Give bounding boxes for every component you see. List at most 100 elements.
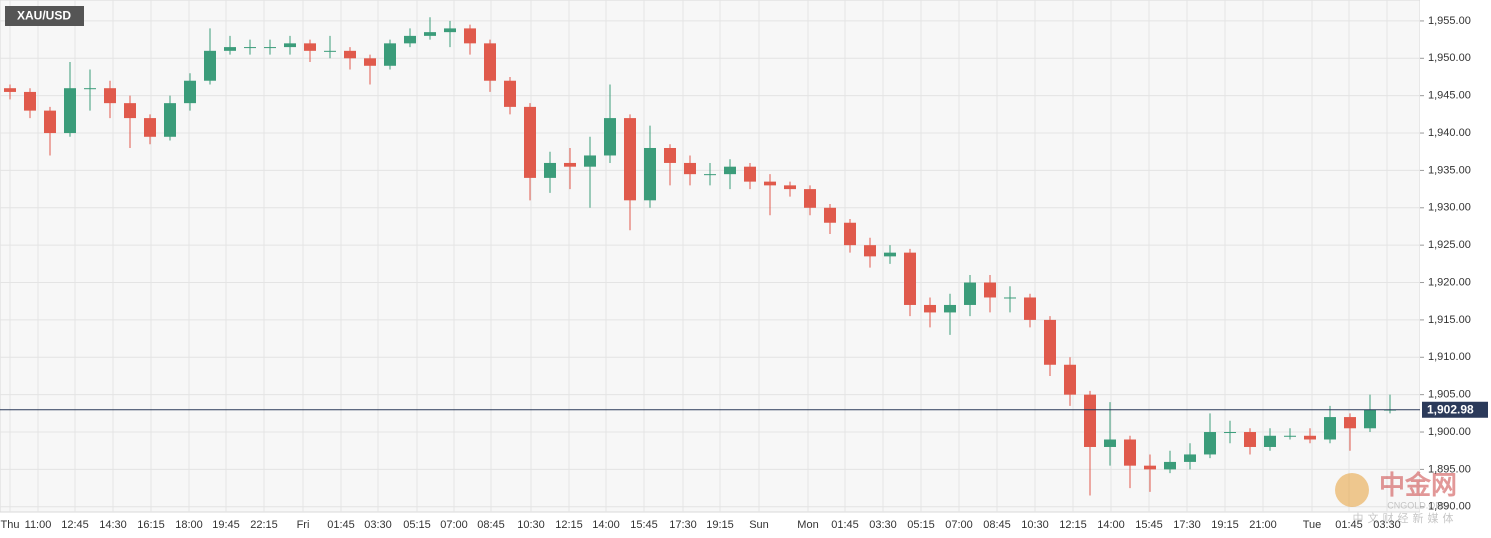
candle-body xyxy=(804,189,816,208)
candle-body xyxy=(1304,435,1316,440)
candle-body xyxy=(244,47,256,49)
candle-body xyxy=(84,88,96,90)
watermark-logo xyxy=(1335,473,1369,507)
candle-body xyxy=(64,88,76,134)
candle-body xyxy=(224,47,236,51)
candle-body xyxy=(1344,417,1356,429)
candle-body xyxy=(664,147,676,163)
x-tick-label: 08:45 xyxy=(477,519,505,531)
candle-body xyxy=(784,185,796,190)
x-tick-label: Tue xyxy=(1303,519,1322,531)
x-tick-label: 18:00 xyxy=(175,519,203,531)
candle-body xyxy=(964,282,976,305)
x-tick-label: 07:00 xyxy=(440,519,468,531)
x-tick-label: 01:45 xyxy=(831,519,859,531)
candle-body xyxy=(1064,364,1076,395)
candle-body xyxy=(684,162,696,175)
candle-body xyxy=(544,162,556,178)
y-tick-label: 1,905.00 xyxy=(1428,389,1471,401)
y-tick-label: 1,915.00 xyxy=(1428,314,1471,326)
candle-body xyxy=(984,282,996,298)
candle-body xyxy=(304,43,316,51)
candle-body xyxy=(944,304,956,313)
candle-body xyxy=(1084,394,1096,447)
x-tick-label: 03:30 xyxy=(1373,519,1401,531)
price-axis xyxy=(1420,0,1491,538)
candle-body xyxy=(1124,439,1136,466)
candle-body xyxy=(324,50,336,52)
x-tick-label: 15:45 xyxy=(630,519,658,531)
candle-body xyxy=(124,103,136,119)
candle-body xyxy=(344,50,356,59)
x-tick-label: 05:15 xyxy=(403,519,431,531)
candle-body xyxy=(464,28,476,44)
x-tick-label: 10:30 xyxy=(1021,519,1049,531)
candle-body xyxy=(424,32,436,36)
x-tick-label: 22:15 xyxy=(250,519,278,531)
candle-body xyxy=(44,110,56,134)
candle-body xyxy=(1184,454,1196,462)
x-tick-label: 19:15 xyxy=(1211,519,1239,531)
y-tick-label: 1,955.00 xyxy=(1428,15,1471,27)
x-tick-label: 21:00 xyxy=(1249,519,1277,531)
x-tick-label: 12:15 xyxy=(1059,519,1087,531)
x-tick-label: 03:30 xyxy=(869,519,897,531)
candle-body xyxy=(364,58,376,66)
x-tick-label: Sun xyxy=(749,519,769,531)
candle-body xyxy=(284,43,296,48)
candle-body xyxy=(1164,461,1176,470)
y-tick-label: 1,890.00 xyxy=(1428,501,1471,513)
candle-body xyxy=(1284,435,1296,437)
candle-body xyxy=(144,118,156,137)
candle-body xyxy=(1324,417,1336,440)
candle-body xyxy=(1144,465,1156,470)
candle-body xyxy=(924,304,936,313)
plot-area xyxy=(0,0,1421,513)
y-tick-label: 1,900.00 xyxy=(1428,426,1471,438)
candle-body xyxy=(1244,432,1256,447)
y-tick-label: 1,925.00 xyxy=(1428,239,1471,251)
candle-body xyxy=(24,91,36,111)
x-tick-label: 14:00 xyxy=(592,519,620,531)
x-tick-label: Fri xyxy=(297,519,310,531)
candle-body xyxy=(744,166,756,182)
candle-body xyxy=(104,88,116,104)
x-tick-label: 08:45 xyxy=(983,519,1011,531)
candle-body xyxy=(904,252,916,305)
candle-body xyxy=(704,174,716,176)
x-tick-label: 07:00 xyxy=(945,519,973,531)
x-tick-label: 12:45 xyxy=(61,519,89,531)
x-tick-label: 19:45 xyxy=(212,519,240,531)
current-price-label: 1,902.98 xyxy=(1427,402,1474,416)
candle-body xyxy=(264,47,276,49)
candle-body xyxy=(184,80,196,104)
candle-body xyxy=(524,106,536,178)
x-tick-label: 01:45 xyxy=(327,519,355,531)
x-tick-label: 17:30 xyxy=(669,519,697,531)
candle-body xyxy=(204,50,216,81)
current-price-tag xyxy=(1422,401,1488,418)
y-tick-label: 1,910.00 xyxy=(1428,351,1471,363)
y-tick-label: 1,930.00 xyxy=(1428,202,1471,214)
candle-body xyxy=(564,162,576,167)
candle-body xyxy=(444,28,456,33)
y-tick-label: 1,945.00 xyxy=(1428,90,1471,102)
candle-body xyxy=(484,43,496,81)
watermark-site: CNGOLD.ORG xyxy=(1387,500,1449,510)
x-tick-label: 14:30 xyxy=(99,519,127,531)
x-tick-label: 05:15 xyxy=(907,519,935,531)
candle-body xyxy=(1364,409,1376,429)
x-tick-label: 11:00 xyxy=(25,519,52,531)
candle-body xyxy=(584,155,596,167)
candle-body xyxy=(1224,432,1236,434)
candle-body xyxy=(824,207,836,223)
candle-body xyxy=(884,252,896,257)
y-tick-label: 1,950.00 xyxy=(1428,52,1471,64)
y-tick-label: 1,935.00 xyxy=(1428,164,1471,176)
candle-body xyxy=(644,147,656,201)
x-tick-label: 03:30 xyxy=(364,519,392,531)
x-tick-label: 10:30 xyxy=(517,519,545,531)
watermark-slogan: 中文财经新媒体 xyxy=(1353,511,1458,525)
watermark: 中金网 CNGOLD.ORG 中文财经新媒体 xyxy=(1335,470,1458,525)
candle-body xyxy=(724,166,736,175)
